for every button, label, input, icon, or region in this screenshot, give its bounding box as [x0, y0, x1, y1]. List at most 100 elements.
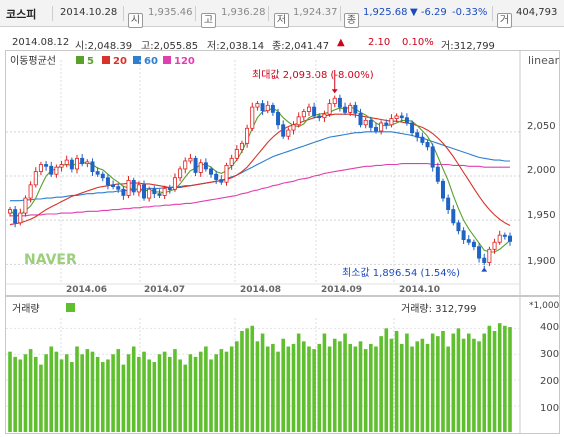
volume-bar: [302, 341, 306, 432]
volume-bar: [224, 351, 229, 432]
candle-body: [415, 132, 420, 138]
candle-body: [229, 157, 234, 166]
volume-bar: [327, 346, 332, 432]
divider: [492, 6, 493, 21]
candle-body: [368, 119, 373, 128]
volume-bar: [374, 346, 378, 432]
ma5-line: [9, 106, 511, 253]
volume-bar: [317, 343, 322, 432]
info-up-arrow-icon: ▲: [337, 37, 345, 48]
candle-body: [255, 103, 260, 108]
volume-bar: [80, 354, 84, 432]
volume-y-tick-label: 400: [540, 322, 559, 333]
volume-bar: [49, 346, 54, 432]
volume-value: 404,793: [516, 7, 558, 18]
candle-body: [49, 165, 54, 175]
candle-body: [100, 173, 105, 179]
volume-bar: [75, 346, 79, 432]
ma120-legend-label: 120: [174, 56, 195, 67]
volume-bar: [152, 362, 157, 432]
volume-bar: [415, 341, 420, 432]
candle-body: [410, 122, 415, 134]
volume-bar: [229, 346, 234, 432]
candle-body: [404, 117, 409, 124]
candle-body: [461, 230, 466, 240]
volume-bar: [394, 330, 399, 432]
candle-body: [105, 177, 110, 186]
volume-bar: [85, 349, 90, 432]
ma5-legend-swatch: [76, 56, 84, 64]
volume-bar: [137, 356, 141, 432]
candle-body: [131, 180, 136, 193]
volume-bar: [193, 356, 198, 432]
volume-bar: [54, 351, 59, 432]
volume-bar: [271, 343, 275, 432]
candle-body: [327, 103, 332, 115]
info-change-percent: 0.10%: [402, 37, 434, 48]
ma20-legend-swatch: [102, 56, 110, 64]
volume-bar: [446, 346, 450, 432]
ma-legend-title: 이동평균선: [10, 55, 56, 67]
volume-bar: [23, 354, 28, 432]
candle-body: [301, 111, 306, 118]
candle-body: [80, 157, 85, 165]
candle-body: [64, 159, 69, 165]
volume-bar: [106, 359, 110, 432]
volume-bar: [178, 359, 182, 432]
volume-bar: [173, 349, 177, 432]
volume-bar: [296, 333, 301, 432]
ma5-legend-label: 5: [87, 56, 94, 67]
volume-bar: [358, 341, 363, 432]
candle-body: [234, 149, 239, 159]
candle-body: [214, 173, 219, 180]
candle-body: [18, 212, 23, 224]
candle-body: [193, 157, 198, 173]
y-tick-label: 2,050: [527, 121, 556, 132]
candle-body: [337, 97, 342, 108]
candle-body: [430, 146, 435, 168]
candle-body: [312, 106, 317, 117]
candle-body: [306, 106, 311, 112]
candle-body: [69, 159, 74, 170]
volume-bar: [436, 336, 440, 432]
info-open: 시:2,048.39: [75, 41, 133, 52]
candle-body: [85, 161, 90, 165]
volume-bar: [477, 341, 481, 432]
volume-panel-value: 거래량: 312,799: [401, 303, 477, 315]
candle-body: [497, 234, 502, 243]
candle-body: [59, 164, 64, 168]
volume-bar: [147, 359, 151, 432]
divider: [123, 6, 124, 21]
volume-panel-title: 거래량: [12, 303, 40, 315]
volume-bar: [131, 346, 136, 432]
candle-body: [75, 157, 80, 170]
candle-body: [38, 164, 43, 172]
volume-bar: [482, 333, 487, 432]
ma120-legend-swatch: [163, 56, 171, 64]
candle-body: [23, 197, 28, 214]
candle-body: [13, 209, 18, 224]
candle-body: [425, 142, 430, 148]
candle-body: [33, 171, 38, 186]
candle-body: [183, 160, 188, 170]
volume-bar: [209, 359, 213, 432]
volume-bar: [100, 362, 105, 432]
volume-bar: [250, 325, 255, 432]
volume-bar: [245, 328, 249, 432]
info-change: 2.10: [368, 37, 391, 48]
candle-body: [466, 239, 471, 243]
volume-bar: [33, 356, 38, 432]
candle-body: [121, 188, 126, 196]
y-tick-label: 1,950: [527, 210, 556, 221]
volume-bar: [441, 330, 445, 432]
change-value: ▼ -6.29: [410, 7, 447, 18]
index-name: 코스피: [6, 8, 37, 21]
candle-body: [487, 248, 492, 263]
volume-bar: [379, 336, 383, 432]
candle-body: [265, 104, 270, 112]
volume-bar: [240, 330, 244, 432]
candle-body: [209, 168, 214, 175]
info-low: 저:2,038.14: [207, 41, 265, 52]
candle-body: [363, 119, 368, 126]
